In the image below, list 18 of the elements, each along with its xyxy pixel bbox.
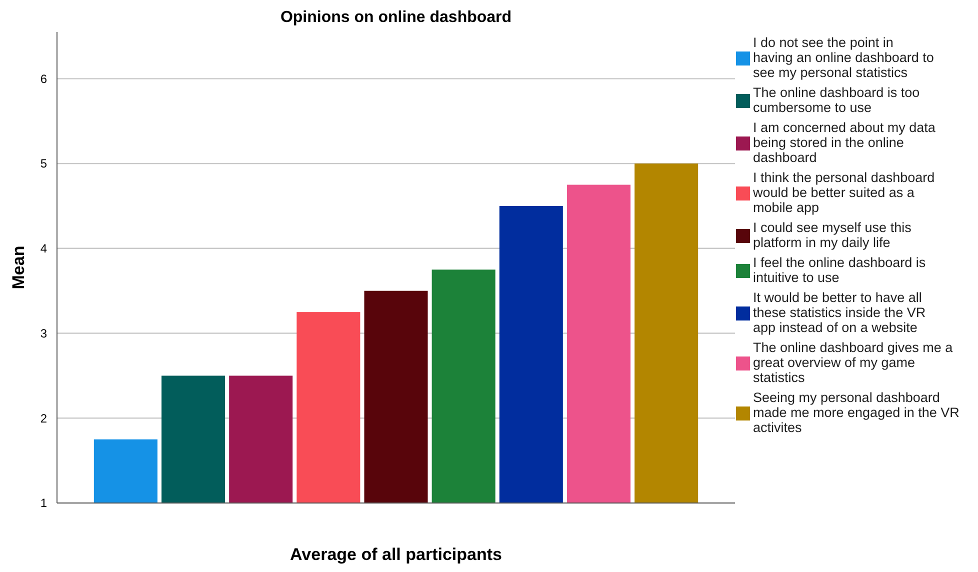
y-tick-label: 1 <box>40 496 48 510</box>
legend-label: It would be better to have all these statistics inside the VR app instead of on a website <box>753 290 926 335</box>
y-tick-label: 3 <box>40 326 48 340</box>
y-tick-label: 6 <box>40 72 48 86</box>
y-tick-label: 4 <box>40 242 48 256</box>
legend-label: I think the personal dashboard would be better suited as a mobile app <box>752 170 935 215</box>
legend-label: I am concerned about my data being stored in the online dashboard <box>753 120 936 165</box>
y-tick-label: 5 <box>40 156 48 171</box>
legend-label: The online dashboard gives me a great overview of my game statistics <box>753 340 954 385</box>
legend-label: I do not see the point in having an online dashboard to see my personal statistics <box>753 35 934 80</box>
y-tick-label: 2 <box>40 411 48 426</box>
legend-label: I could see myself use this platform in my daily life <box>753 220 912 250</box>
legend-label: The online dashboard is too cumbersome to use <box>753 85 920 115</box>
legend-label: I feel the online dashboard is intuitive to use <box>753 255 926 285</box>
legend-label: Seeing my personal dashboard made me more engaged in the VR activites <box>753 390 960 435</box>
y-axis-title: Mean <box>9 246 28 290</box>
x-axis-title: Average of all participants <box>290 545 502 564</box>
chart-title: Opinions on online dashboard <box>280 9 512 26</box>
